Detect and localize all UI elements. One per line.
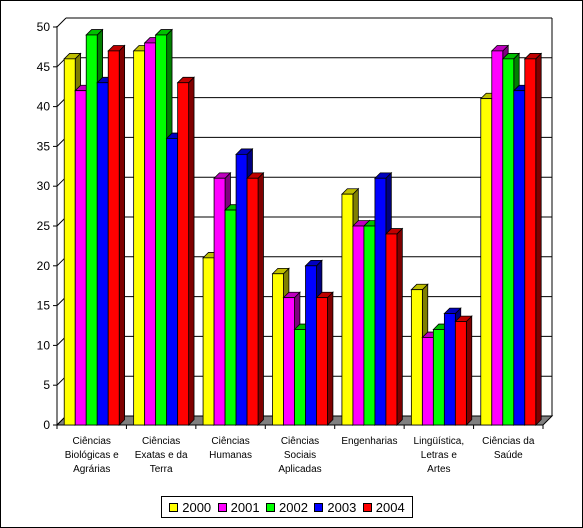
bar-side (465, 315, 473, 426)
bar-side (118, 44, 126, 426)
category-label: Ciências da (482, 436, 535, 447)
category-label: Lingüística, (414, 436, 465, 447)
category-label: Ciências (281, 436, 319, 447)
category-label: Letras e (421, 450, 458, 461)
bar-2003 (374, 177, 387, 426)
legend-swatch (362, 502, 372, 512)
bar-2001 (283, 297, 295, 426)
y-tick-label: 15 (37, 299, 51, 313)
legend-label: 2002 (279, 499, 308, 515)
legend-swatch (266, 502, 276, 512)
bar-side (535, 52, 542, 426)
bar-2002 (224, 209, 237, 426)
bar-2003 (443, 313, 456, 426)
bar-2004 (524, 58, 537, 426)
category-label: Sociais (284, 450, 316, 461)
bar-side (257, 171, 264, 426)
y-tick-label: 0 (43, 418, 50, 432)
category-label: Artes (427, 464, 450, 475)
category-label: Agrárias (73, 464, 110, 475)
bar-2001 (491, 50, 504, 426)
bar-2004 (385, 233, 398, 426)
bar-2000 (63, 58, 76, 426)
bar-2002 (502, 58, 515, 426)
bar-2003 (305, 265, 317, 426)
category-label: Humanas (209, 450, 252, 461)
legend-label: 2001 (230, 499, 260, 515)
category-label: Exatas e da (135, 450, 188, 461)
legend-item-2003: 2003 (314, 500, 356, 515)
bar-2003 (166, 138, 179, 426)
gridline-diagonal (56, 17, 67, 28)
bar-2004 (107, 50, 120, 426)
bar-2004 (177, 82, 190, 426)
bar-2000 (133, 50, 146, 426)
legend-label: 2000 (182, 499, 212, 515)
bar-2000 (480, 98, 493, 426)
legend-swatch (217, 502, 227, 512)
y-tick-label: 50 (37, 20, 51, 34)
y-tick-label: 45 (37, 60, 51, 74)
bar-2002 (432, 329, 445, 426)
category-label: Biológicas e (65, 450, 119, 461)
category-label: Ciências (73, 436, 111, 447)
legend-label: 2004 (375, 499, 405, 515)
bar-2004 (454, 321, 467, 426)
y-tick-label: 5 (43, 378, 50, 392)
y-tick-label: 35 (37, 139, 51, 153)
bar-2004 (246, 177, 259, 426)
bar-side (188, 76, 195, 426)
bar-2000 (410, 289, 423, 426)
legend: 2000 2001 2002 2003 2004 (161, 496, 413, 518)
bar-2004 (316, 297, 328, 426)
legend-swatch (314, 502, 324, 512)
y-tick-label: 20 (37, 259, 51, 273)
bar-2000 (202, 257, 215, 426)
bar-2002 (363, 225, 376, 426)
y-tick-label: 10 (37, 338, 51, 352)
bar-2001 (213, 177, 226, 426)
bar-2001 (352, 225, 365, 426)
legend-item-2000: 2000 (169, 500, 211, 515)
bar-side (327, 291, 334, 426)
category-label: Engenharias (341, 436, 397, 447)
bar-2003 (513, 90, 526, 426)
category-label: Saúde (494, 450, 523, 461)
bar-2002 (294, 329, 306, 426)
bar-side (396, 227, 403, 426)
bar-2001 (421, 337, 434, 426)
bar-2001 (144, 42, 157, 426)
bar-2000 (341, 193, 354, 426)
bar-2000 (272, 273, 284, 426)
bar-2002 (155, 34, 168, 426)
y-tick-label: 30 (37, 179, 51, 193)
category-label: Ciências (211, 436, 249, 447)
bar-2001 (74, 90, 87, 426)
category-label: Terra (150, 464, 173, 475)
legend-swatch (169, 502, 179, 512)
category-label: Ciências (142, 436, 180, 447)
y-tick-label: 40 (37, 100, 51, 114)
bar-2003 (96, 82, 109, 426)
legend-item-2001: 2001 (217, 499, 260, 515)
legend-label: 2003 (327, 499, 357, 515)
bar-2003 (235, 153, 248, 426)
y-tick-label: 25 (37, 219, 51, 233)
legend-item-2002: 2002 (266, 500, 308, 515)
legend-item-2004: 2004 (362, 499, 405, 515)
bar-2002 (85, 34, 98, 426)
category-label: Aplicadas (278, 464, 321, 475)
